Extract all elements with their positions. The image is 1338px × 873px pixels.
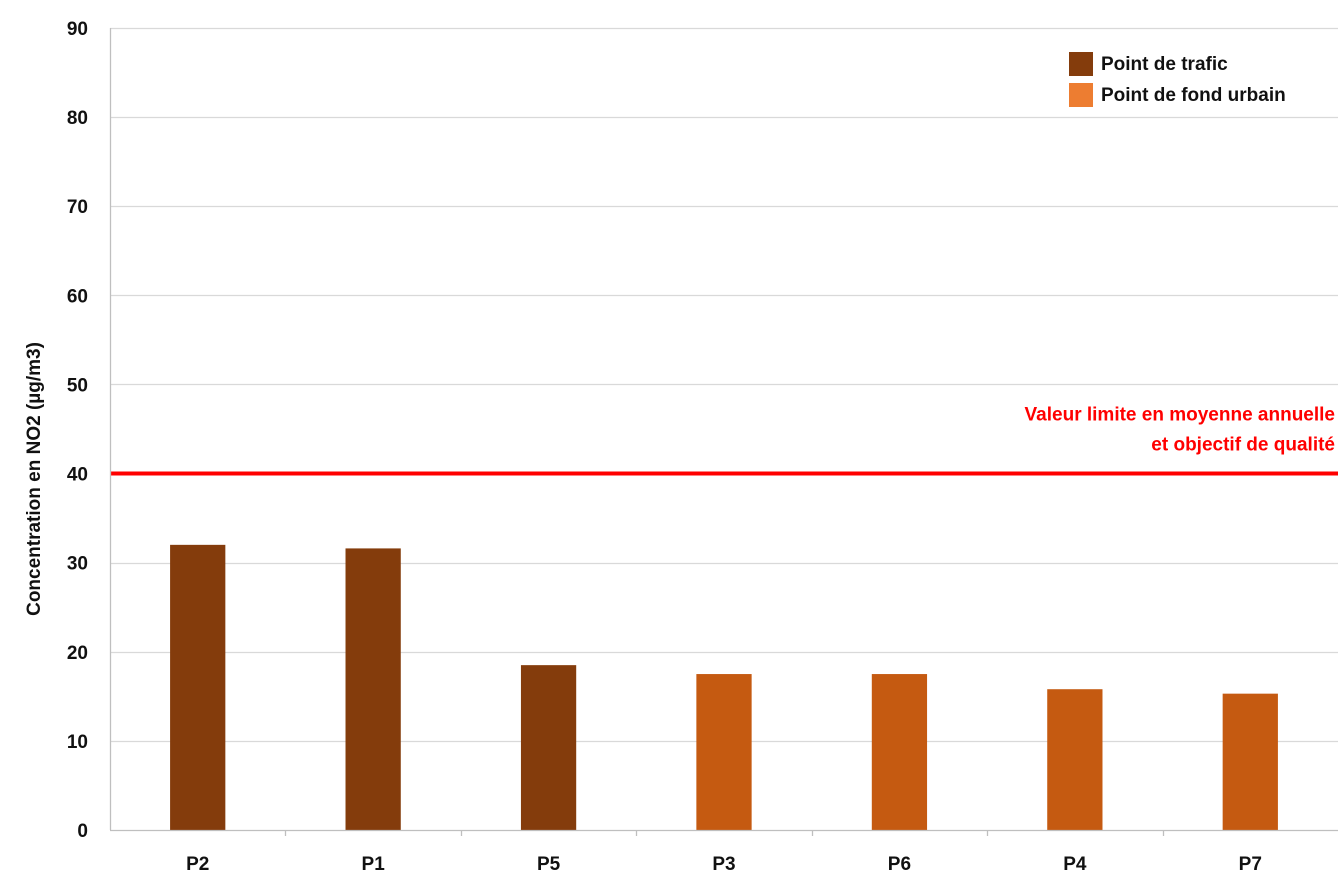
bar-p1 [345,548,401,830]
x-tick-label-p2: P2 [186,854,209,873]
y-tick-label-60: 60 [67,286,88,307]
x-tick-label-p3: P3 [712,854,735,873]
x-tick-label-p4: P4 [1063,854,1087,873]
bar-p5 [520,665,577,830]
legend-label-urban: Point de fond urbain [1101,85,1286,106]
legend-swatch-traffic [1069,52,1093,76]
y-tick-label-90: 90 [67,19,88,40]
y-tick-label-50: 50 [67,375,88,396]
limit-value-label-line-2: et objectif de qualité [1151,435,1335,456]
x-tick-labels: P2 P1 P5 P3 P6 P4 P7 [186,854,1262,873]
legend: Point de trafic Point de fond urbain [1069,52,1286,107]
legend-swatch-urban [1069,83,1093,107]
y-tick-label-0: 0 [77,821,88,842]
y-axis-label: Concentration en NO2 (µg/m3) [24,342,45,616]
y-tick-label-70: 70 [67,197,88,218]
axes [109,28,1338,836]
x-tick-label-p6: P6 [888,854,911,873]
x-tick-label-p7: P7 [1239,854,1262,873]
bar-p6 [871,674,928,830]
y-tick-label-20: 20 [67,643,88,664]
x-tick-label-p1: P1 [362,854,386,873]
limit-value-label-line-1: Valeur limite en moyenne annuelle [1025,405,1335,426]
x-tick-label-p5: P5 [537,854,561,873]
y-tick-label-10: 10 [67,732,88,753]
bar-p3 [696,674,752,830]
bar-p7 [1222,693,1278,830]
bar-p4 [1047,689,1103,830]
gridlines [110,27,1338,743]
y-tick-labels: 0 10 20 30 40 50 60 70 80 90 [67,19,88,842]
legend-label-traffic: Point de trafic [1101,54,1228,75]
bar-p2 [170,544,226,830]
y-tick-label-80: 80 [67,108,88,129]
y-tick-label-40: 40 [67,465,88,486]
reference-line-group: Valeur limite en moyenne annuelle et obj… [110,405,1338,476]
bars [170,544,1278,830]
y-tick-label-30: 30 [67,554,88,575]
